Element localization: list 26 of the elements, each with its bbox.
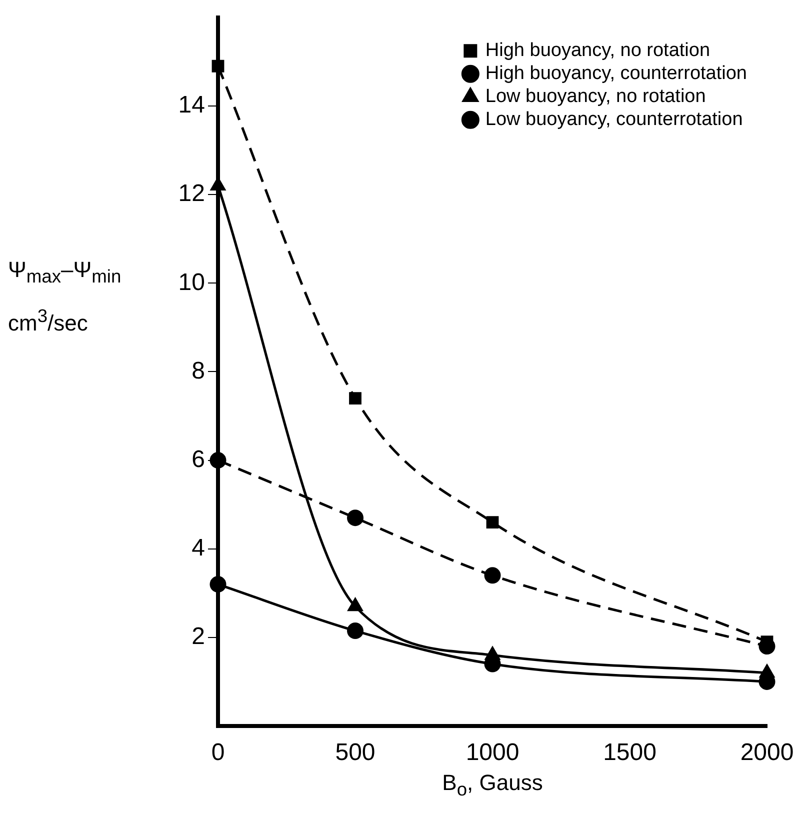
y-tick-label: 14	[178, 92, 205, 119]
x-axis-title: B$_{o}$, Gauss	[441, 770, 544, 800]
point	[347, 510, 364, 526]
y-tick-label: 10	[178, 268, 205, 296]
legend-label: High buoyancy, no rotation	[485, 40, 710, 62]
x-tick-label: 1000	[466, 739, 520, 766]
point	[347, 622, 364, 640]
legend-label: Low buoyancy, no rotation	[485, 86, 706, 108]
point	[210, 576, 226, 593]
point	[486, 516, 499, 528]
point	[212, 60, 224, 72]
legend-label: High buoyancy, counterrotation	[485, 63, 748, 84]
y-tick-label: 6	[192, 446, 205, 473]
x-tick-label: 500	[335, 739, 376, 766]
x-tick-label: 0	[211, 739, 225, 766]
x-tick-label: 2000	[740, 739, 794, 766]
y-tick-label: 4	[192, 534, 205, 562]
y-tick-label: 12	[178, 180, 205, 208]
y-tick-label: 8	[192, 357, 205, 384]
point	[484, 567, 501, 584]
point	[349, 392, 362, 404]
point	[210, 452, 226, 469]
y-tick-label: 2	[192, 623, 205, 650]
text: Ψ$_{max}$–Ψ$_{min}$ cm$^{3}$/sec	[8, 257, 122, 336]
x-tick-label: 1500	[603, 739, 656, 766]
legend-label: Low buoyancy, counterrotation	[485, 109, 743, 130]
